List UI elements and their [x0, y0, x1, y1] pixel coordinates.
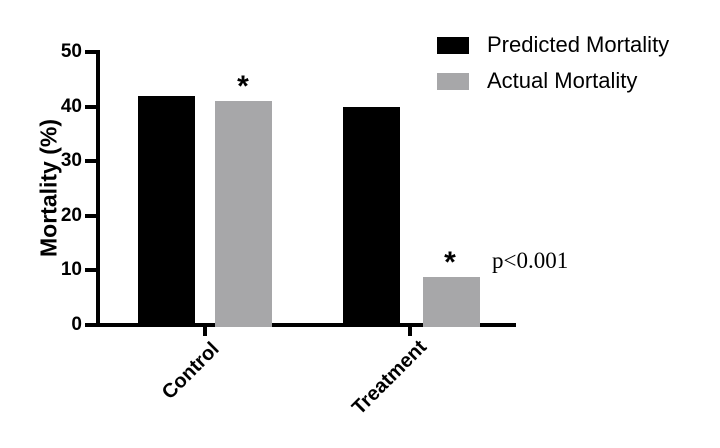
y-tick-mark	[85, 268, 96, 272]
y-tick-label: 50	[60, 41, 82, 62]
legend-label: Actual Mortality	[487, 68, 638, 93]
significance-asterisk-control: *	[237, 70, 249, 103]
y-tick-label: 20	[60, 205, 82, 226]
y-tick-mark	[85, 159, 96, 163]
y-tick-label: 10	[60, 259, 82, 280]
legend-swatch-black	[437, 36, 469, 54]
bar-control-actual	[215, 101, 272, 327]
x-tick-mark	[408, 327, 412, 336]
legend-swatch-gray	[437, 72, 469, 90]
bar-treatment-actual	[423, 277, 480, 327]
p-value-annotation: p<0.001	[492, 248, 569, 273]
x-tick-mark	[203, 327, 207, 336]
y-axis-line	[96, 50, 100, 327]
legend-label: Predicted Mortality	[487, 32, 670, 57]
legend: Predicted Mortality Actual Mortality	[437, 30, 669, 102]
y-tick-mark	[85, 214, 96, 218]
legend-item-predicted: Predicted Mortality	[437, 30, 669, 60]
significance-asterisk-treatment: *	[444, 246, 456, 279]
y-tick-mark	[85, 50, 96, 54]
legend-item-actual: Actual Mortality	[437, 66, 669, 96]
y-axis-title: Mortality (%)	[35, 119, 62, 257]
y-tick-label: 40	[60, 96, 82, 117]
x-category-label-treatment: Treatment	[348, 336, 432, 420]
bar-treatment-predicted	[343, 107, 400, 327]
y-tick-mark	[85, 105, 96, 109]
y-tick-label: 30	[60, 150, 82, 171]
bar-control-predicted	[138, 96, 195, 327]
x-category-label-control: Control	[157, 338, 224, 404]
x-axis-line	[96, 323, 516, 327]
y-tick-mark	[85, 323, 96, 327]
y-tick-label: 0	[71, 314, 82, 335]
